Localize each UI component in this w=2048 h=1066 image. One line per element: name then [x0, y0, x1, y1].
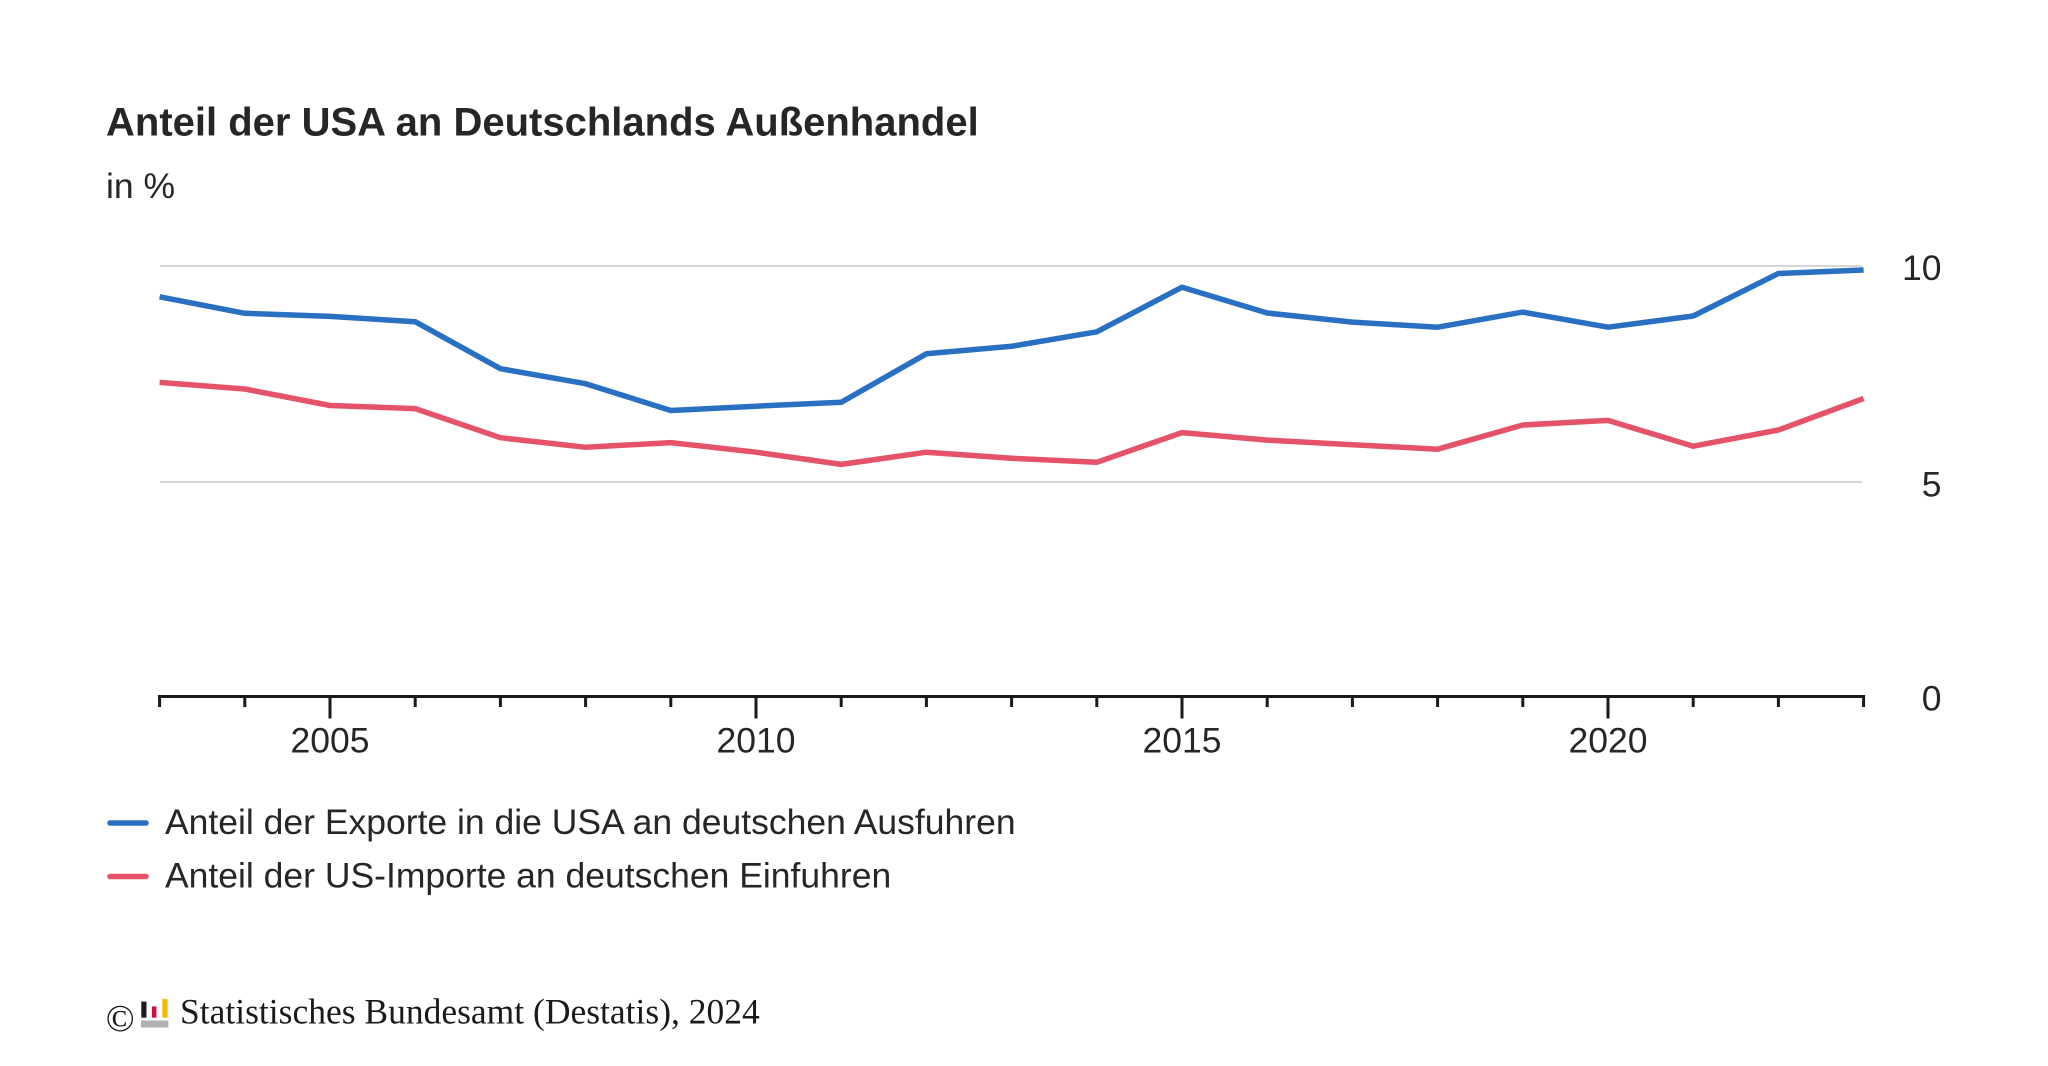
- svg-text:0: 0: [1922, 679, 1942, 719]
- svg-text:2005: 2005: [291, 721, 370, 761]
- svg-text:2010: 2010: [717, 721, 796, 761]
- svg-text:in %: in %: [106, 166, 175, 206]
- svg-text:2020: 2020: [1569, 721, 1648, 761]
- svg-text:Statistisches Bundesamt (Desta: Statistisches Bundesamt (Destatis), 2024: [180, 991, 760, 1031]
- svg-text:Anteil der US-Importe an deuts: Anteil der US-Importe an deutschen Einfu…: [165, 856, 891, 896]
- svg-text:5: 5: [1922, 465, 1942, 505]
- svg-text:Anteil der USA an Deutschlands: Anteil der USA an Deutschlands Außenhand…: [106, 101, 979, 145]
- svg-text:10: 10: [1902, 248, 1942, 288]
- svg-text:2015: 2015: [1143, 721, 1222, 761]
- svg-text:©: ©: [106, 998, 135, 1040]
- svg-text:Anteil der Exporte in die USA: Anteil der Exporte in die USA an deutsch…: [165, 802, 1016, 842]
